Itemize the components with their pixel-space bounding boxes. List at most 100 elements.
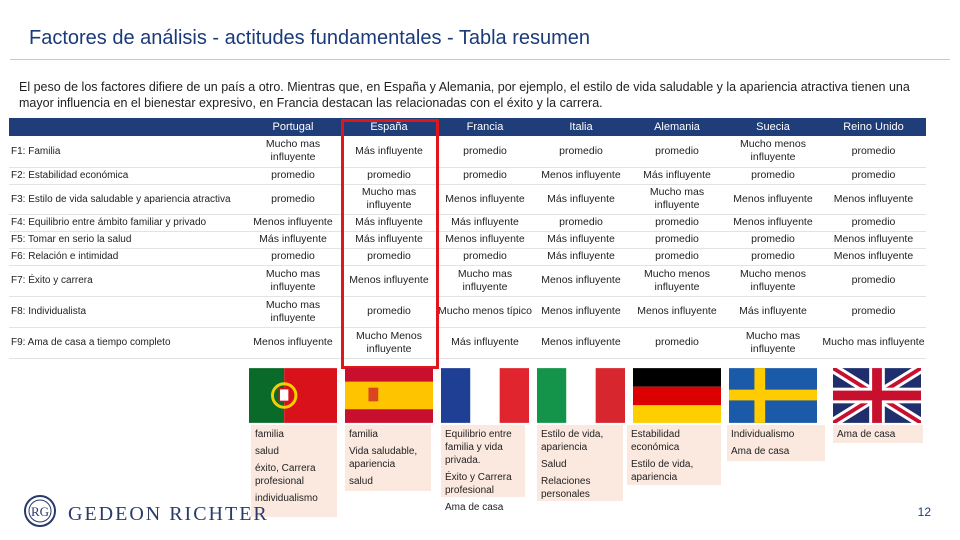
- table-cell: Menos influyente: [821, 184, 926, 215]
- table-cell: promedio: [629, 231, 725, 249]
- portugal-highlight-item: familia: [255, 429, 284, 440]
- uk-flag-icon: [833, 368, 921, 423]
- gedeon-richter-logo: RG: [24, 495, 56, 527]
- table-cell: Mucho mas influyente: [245, 265, 341, 297]
- germany-flag-icon: [633, 368, 721, 423]
- table-cell: Mucho mas influyente: [341, 184, 437, 215]
- suecia-highlights: Individualismo Ama de casa: [727, 425, 825, 461]
- table-cell: Menos influyente: [533, 167, 629, 185]
- france-flag-icon: [441, 368, 529, 423]
- reino-unido-highlight-item: Ama de casa: [837, 429, 896, 440]
- table-row: F7: Éxito y carrera Mucho mas influyente M…: [9, 265, 926, 297]
- factor-label: F1: Familia: [9, 136, 245, 168]
- table-cell: promedio: [629, 248, 725, 266]
- francia-highlight-item: Ama de casa: [445, 502, 504, 513]
- header-reino-unido: Reino Unido: [821, 118, 926, 136]
- table-cell: promedio: [341, 248, 437, 266]
- table-cell: promedio: [725, 231, 821, 249]
- table-cell: Más influyente: [533, 231, 629, 249]
- table-cell: Mucho Menos influyente: [341, 327, 437, 359]
- factor-label: F4: Equilibrio entre ámbito familiar y p…: [9, 214, 245, 232]
- portugal-highlights: familia salud éxito, Carrera profesional…: [251, 425, 337, 517]
- table-cell: Menos influyente: [341, 265, 437, 297]
- espana-highlight-item: salud: [349, 476, 373, 487]
- header-corner: [9, 118, 245, 136]
- suecia-highlight-item: Ama de casa: [731, 446, 790, 457]
- table-cell: promedio: [437, 248, 533, 266]
- italia-highlights: Estilo de vida, apariencia Salud Relacio…: [537, 425, 623, 501]
- table-row: F8: Individualista Mucho mas influyente pr…: [9, 296, 926, 328]
- table-cell: Menos influyente: [245, 327, 341, 359]
- table-cell: Menos influyente: [533, 296, 629, 328]
- factor-label: F3: Estilo de vida saludable y aparienci…: [9, 184, 245, 215]
- portugal-highlight-item: salud: [255, 446, 279, 457]
- table-cell: Más influyente: [725, 296, 821, 328]
- spain-column-highlight: [341, 119, 439, 369]
- table-cell: Más influyente: [533, 248, 629, 266]
- table-cell: Menos influyente: [245, 214, 341, 232]
- factor-label: F5: Tomar en serio la salud: [9, 231, 245, 249]
- table-cell: promedio: [245, 184, 341, 215]
- table-cell: promedio: [629, 214, 725, 232]
- portugal-flag-icon: [249, 368, 337, 423]
- slide-title: Factores de análisis - actitudes fundame…: [29, 27, 591, 49]
- table-cell: promedio: [821, 214, 926, 232]
- spain-flag-icon: [345, 368, 433, 423]
- table-row: F5: Tomar en serio la salud Más influyent…: [9, 231, 926, 249]
- table-cell: promedio: [245, 167, 341, 185]
- table-cell: Menos influyente: [533, 265, 629, 297]
- table-cell: promedio: [341, 167, 437, 185]
- table-cell: Más influyente: [341, 231, 437, 249]
- suecia-highlight-item: Individualismo: [731, 429, 795, 440]
- table-cell: Más influyente: [341, 214, 437, 232]
- table-cell: Mucho menos influyente: [725, 265, 821, 297]
- italia-highlight-item: Estilo de vida, apariencia: [541, 429, 604, 453]
- table-cell: promedio: [725, 248, 821, 266]
- table-cell: promedio: [533, 214, 629, 232]
- table-cell: Menos influyente: [437, 231, 533, 249]
- page-number: 12: [917, 505, 931, 519]
- table-cell: Más influyente: [341, 136, 437, 168]
- table-cell: promedio: [821, 136, 926, 168]
- table-cell: promedio: [821, 265, 926, 297]
- table-cell: promedio: [821, 296, 926, 328]
- table-cell: promedio: [821, 167, 926, 185]
- header-italia: Italia: [533, 118, 629, 136]
- francia-highlight-item: Éxito y Carrera profesional: [445, 472, 512, 496]
- table-cell: Mucho mas influyente: [629, 184, 725, 215]
- header-francia: Francia: [437, 118, 533, 136]
- table-row: F1: Familia Mucho mas influyente Más influ…: [9, 136, 926, 168]
- table-cell: promedio: [437, 136, 533, 168]
- header-suecia: Suecia: [725, 118, 821, 136]
- factor-label: F7: Éxito y carrera: [9, 265, 245, 297]
- reino-unido-highlights: Ama de casa: [833, 425, 923, 443]
- factor-label: F8: Individualista: [9, 296, 245, 328]
- table-row: F2: Estabilidad económica promedio promedi…: [9, 167, 926, 185]
- table-cell: Mucho menos influyente: [629, 265, 725, 297]
- table-cell: Menos influyente: [725, 184, 821, 215]
- table-cell: promedio: [533, 136, 629, 168]
- logo-text: GEDEON RICHTER: [68, 503, 269, 525]
- table-body: F1: Familia Mucho mas influyente Más influ…: [9, 136, 926, 359]
- factor-label: F6: Relación e intimidad: [9, 248, 245, 266]
- table-cell: Mucho menos típico: [437, 296, 533, 328]
- table-cell: promedio: [629, 327, 725, 359]
- table-cell: Mucho menos influyente: [725, 136, 821, 168]
- italy-flag-icon: [537, 368, 625, 423]
- summary-table: Portugal España Francia Italia Alemania …: [9, 118, 926, 359]
- factor-label: F2: Estabilidad económica: [9, 167, 245, 185]
- table-cell: Más influyente: [533, 184, 629, 215]
- table-cell: Mucho mas influyente: [245, 296, 341, 328]
- table-cell: Menos influyente: [725, 214, 821, 232]
- table-cell: promedio: [725, 167, 821, 185]
- alemania-highlight-item: Estilo de vida, apariencia: [631, 459, 694, 483]
- espana-highlights: familia Vida saludable, apariencia salud: [345, 425, 431, 491]
- table-cell: Más influyente: [245, 231, 341, 249]
- header-portugal: Portugal: [245, 118, 341, 136]
- table-cell: Mucho mas influyente: [725, 327, 821, 359]
- table-cell: Más influyente: [629, 167, 725, 185]
- sweden-flag-icon: [729, 368, 817, 423]
- italia-highlight-item: Relaciones personales: [541, 476, 591, 500]
- title-divider: [10, 59, 950, 60]
- table-cell: promedio: [341, 296, 437, 328]
